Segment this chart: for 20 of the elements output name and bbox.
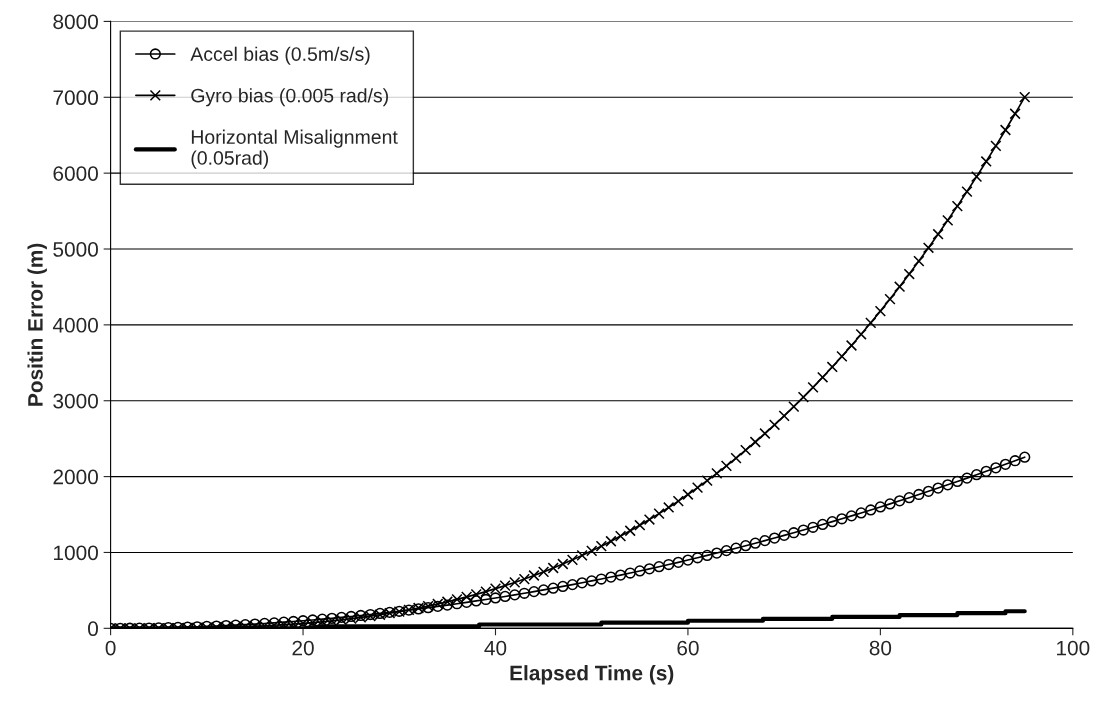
- y-tick-label: 1000: [54, 545, 98, 561]
- y-tick-label: 7000: [53, 90, 98, 106]
- x-tick-label: 0: [105, 640, 116, 656]
- x-tick-label: 60: [677, 640, 699, 656]
- legend-label: Gyro bias (0.005 rad/s): [191, 88, 388, 107]
- x-tick-label: 100: [1057, 640, 1090, 656]
- y-tick-label: 5000: [53, 242, 98, 257]
- y-tick-label: 6000: [53, 166, 98, 181]
- y-tick-label: 3000: [53, 393, 98, 409]
- x-tick-label: 80: [869, 640, 892, 656]
- legend-label: Accel bias (0.5m/s/s): [190, 46, 370, 65]
- x-axis-title: Elapsed Time (s): [510, 665, 674, 685]
- y-tick-label: 8000: [53, 14, 98, 30]
- x-tick-label: 40: [484, 640, 507, 656]
- y-tick-label: 4000: [52, 317, 98, 333]
- legend-label: Horizontal Misalignment (0.05rad): [191, 129, 398, 169]
- y-axis-title: Positin Error (m): [27, 243, 47, 406]
- x-tick-label: 20: [292, 640, 314, 656]
- y-tick-label: 2000: [53, 469, 98, 485]
- y-tick-label: 0: [88, 621, 98, 637]
